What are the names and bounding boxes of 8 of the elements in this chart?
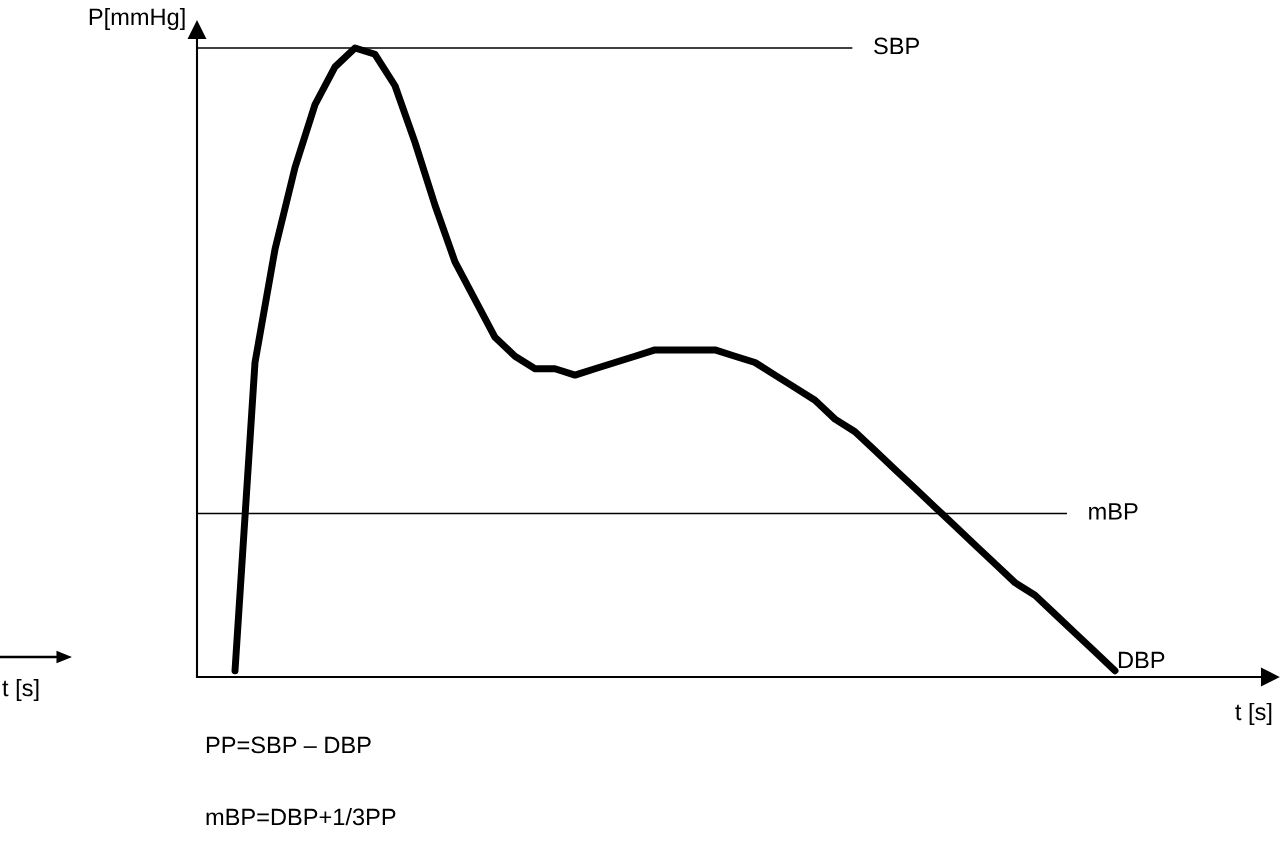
ref-line-label: SBP — [874, 37, 919, 55]
ref-line-label: mBP — [1089, 503, 1138, 520]
x-axis-title: t [s] — [1235, 702, 1272, 725]
y-axis-title: P[mmHg] — [89, 7, 185, 30]
text: mBP=DBP+1/3PP — [206, 807, 396, 826]
annotation: DBP — [1118, 651, 1165, 669]
text: PP=SBP – DBP — [206, 736, 371, 754]
text: t [s] — [2, 678, 39, 702]
